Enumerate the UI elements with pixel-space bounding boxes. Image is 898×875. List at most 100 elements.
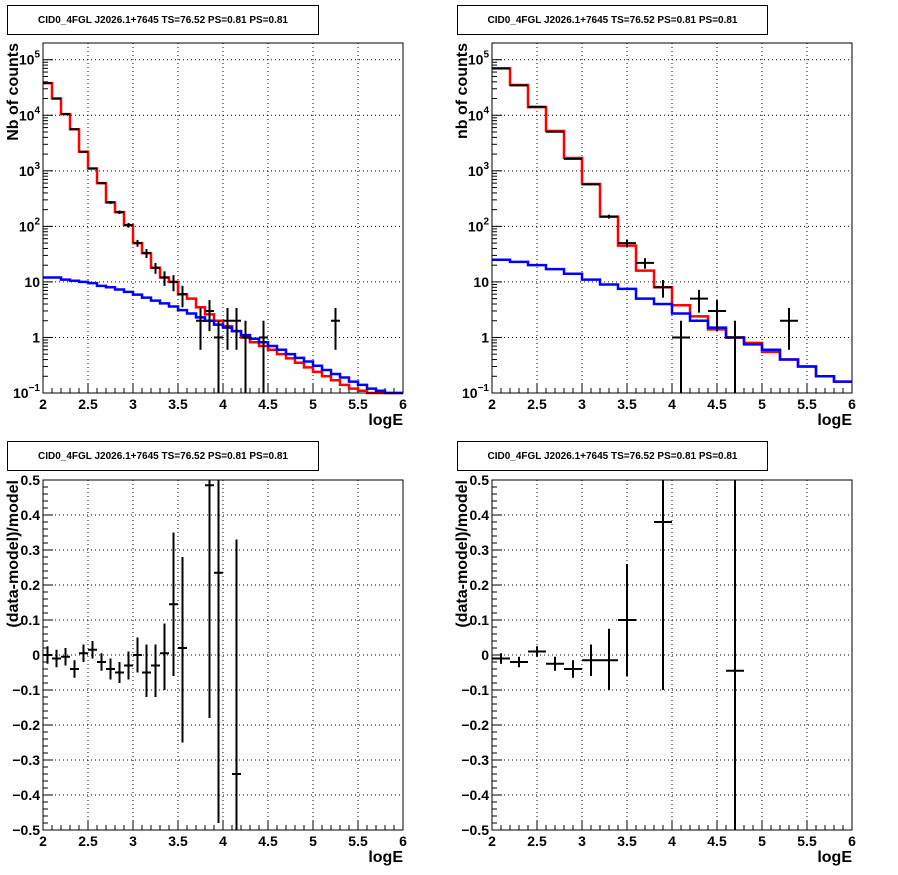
y-tick-label: −0.3 [12,752,40,768]
y-tick-label: 10−1 [462,383,489,401]
data-point [510,656,528,668]
data-point [780,307,798,350]
data-point [178,557,187,743]
pad-2-title: CID0_4FGL J2026.1+7645 TS=76.52 PS=0.81 … [457,5,768,35]
data-point [160,623,169,690]
x-tick-label: 3.5 [168,396,188,412]
data-point [528,646,546,657]
y-tick-label: 103 [468,161,490,179]
y-tick-label: −0.5 [461,822,489,838]
data-point [88,641,97,659]
x-tick-label: 4 [219,396,227,412]
x-tick-label: 4 [668,833,676,849]
x-tick-label: 6 [399,833,407,849]
x-tick-label: 5 [309,833,317,849]
plot-frame [491,42,853,394]
plot-pad-1: 2 2.5 3 3.5 4 4.5 5 5.5 6 10−1 1 10 102 103 104 105 logE… [5,42,407,429]
y-tick-label: 1 [32,329,40,345]
data-point [106,201,115,204]
x-tick-label: 6 [848,396,856,412]
data-point [97,653,106,671]
y-tick-label: 102 [19,216,41,234]
x-tick-label: 2.5 [78,833,98,849]
data-point [70,128,79,131]
y-tick-label: 0.3 [21,542,41,558]
x-tick-label: 2.5 [78,396,98,412]
x-tick-label: 6 [848,833,856,849]
data-point [690,289,708,313]
data-point [142,644,151,697]
y-tick-label: 1 [481,329,489,345]
x-tick-label: 5 [309,396,317,412]
data-point [115,662,124,683]
y-tick-label: −0.2 [461,717,489,733]
data-point [546,130,564,133]
y-tick-label: 105 [468,50,490,68]
x-tick-label: 2 [39,833,47,849]
x-tick-label: 5 [758,396,766,412]
data-point [564,660,582,678]
x-tick-label: 4.5 [258,396,278,412]
y-tick-label: 104 [468,105,490,123]
y-tick-label: 0.1 [470,612,490,628]
data-point [205,300,214,332]
x-axis-label: logE [817,849,852,866]
data-point [726,480,744,830]
data-point [160,271,169,286]
y-tick-label: −0.4 [461,787,489,803]
y-tick-label: −0.2 [12,717,40,733]
data-point [654,280,672,298]
data-point [205,480,214,718]
data-point [79,150,88,153]
x-tick-label: 6 [399,396,407,412]
data-point [151,262,160,274]
data-point [169,532,178,676]
data-point [600,628,618,690]
data-point [259,320,268,393]
plot-pad-3: 2 2.5 3 3.5 4 4.5 5 5.5 6 −0.5 −0.4 −0.3 −0.2 −0.1 0 0.… [5,472,407,866]
data-point [241,320,250,393]
y-tick-label: −0.4 [12,787,40,803]
y-tick-label: 10−1 [13,383,40,401]
x-axis-label: logE [817,412,852,429]
x-tick-label: 2.5 [527,833,547,849]
data-point [52,649,61,668]
data-point [151,644,160,697]
data-point [115,210,124,214]
x-tick-label: 2 [488,833,496,849]
x-tick-label: 3.5 [617,833,637,849]
data-point [564,157,582,160]
data-point [726,320,744,393]
x-tick-label: 4.5 [707,396,727,412]
y-tick-label: 105 [19,50,41,68]
data-point [672,320,690,393]
plot-frame [42,479,404,831]
x-tick-label: 5 [758,833,766,849]
x-tick-label: 3.5 [617,396,637,412]
y-tick-label: 0.5 [470,472,490,488]
data-point [70,660,79,678]
series-total-model [43,81,403,395]
plot-pad-4: 2 2.5 3 3.5 4 4.5 5 5.5 6 −0.5 −0.4 −0.3 −0.2 −0.1 0 0.… [454,472,856,866]
x-tick-label: 2 [488,396,496,412]
series-background-model [43,276,403,395]
y-tick-label: 0.4 [470,507,490,523]
x-tick-label: 5.5 [797,833,817,849]
series-background-model [492,258,852,383]
y-tick-label: 0.3 [470,542,490,558]
data-point [106,658,115,680]
x-axis-label: logE [368,412,403,429]
data-point [61,648,70,666]
y-axis-label: (data-model)/model [454,480,471,628]
data-point [232,539,241,830]
y-tick-label: 0 [32,647,40,663]
data-point [214,480,223,823]
data-point [133,637,142,673]
y-tick-label: 0.1 [21,612,41,628]
data-point [618,564,636,676]
data-point [97,182,106,185]
pad-4-title: CID0_4FGL J2026.1+7645 TS=76.52 PS=0.81 … [457,441,768,471]
y-tick-label: 0 [481,647,489,663]
y-tick-label: 10 [24,274,40,290]
